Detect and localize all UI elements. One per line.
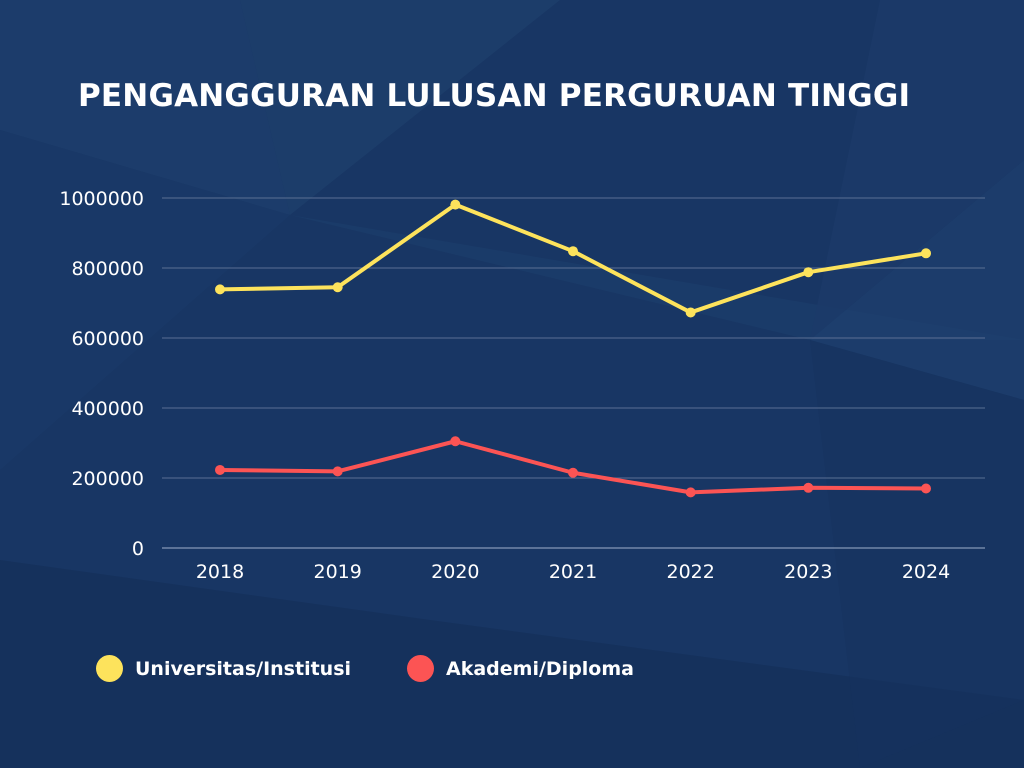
series-line-0 [218, 202, 928, 315]
y-tick-label: 200000 [71, 468, 144, 490]
series-lines [215, 199, 931, 498]
y-tick-label: 600000 [71, 328, 144, 350]
y-tick-label: 400000 [71, 398, 144, 420]
data-point [568, 467, 578, 478]
data-point [215, 284, 225, 295]
data-point [450, 436, 461, 447]
data-point [332, 466, 343, 477]
y-axis-ticks: 0 200000 400000 600000 800000 1000000 [59, 188, 144, 560]
x-tick-label: 2020 [431, 561, 479, 583]
legend-item-universitas: Universitas/Institusi [96, 655, 351, 682]
data-point [803, 482, 814, 493]
data-point [568, 246, 578, 257]
y-tick-label: 800000 [71, 258, 144, 280]
grid-lines [162, 197, 985, 549]
data-point [450, 199, 461, 210]
legend-marker-akademi [407, 655, 435, 682]
legend-label-akademi: Akademi/Diploma [446, 657, 634, 680]
legend-marker-universitas [96, 655, 123, 682]
data-point [803, 267, 814, 278]
data-point [685, 487, 696, 498]
chart-title: PENGANGGURAN LULUSAN PERGURUAN TINGGI [78, 78, 911, 114]
legend: Universitas/Institusi Akademi/Diploma [96, 655, 690, 682]
data-point [921, 248, 931, 259]
x-tick-label: 2022 [666, 561, 714, 583]
x-tick-label: 2019 [313, 561, 361, 583]
y-tick-label: 1000000 [59, 188, 144, 210]
x-tick-label: 2021 [549, 561, 597, 583]
x-tick-label: 2018 [196, 561, 244, 583]
x-tick-label: 2023 [784, 561, 832, 583]
series-line-1 [218, 439, 928, 495]
x-tick-label: 2024 [902, 561, 950, 583]
legend-label-universitas: Universitas/Institusi [135, 657, 352, 680]
data-point [215, 464, 225, 475]
y-tick-label: 0 [132, 538, 144, 560]
x-axis-ticks: 2018 2019 2020 2021 2022 2023 2024 [196, 561, 950, 583]
data-point [685, 307, 696, 318]
data-point [921, 483, 931, 494]
data-point [332, 282, 343, 293]
legend-item-akademi: Akademi/Diploma [407, 655, 634, 682]
